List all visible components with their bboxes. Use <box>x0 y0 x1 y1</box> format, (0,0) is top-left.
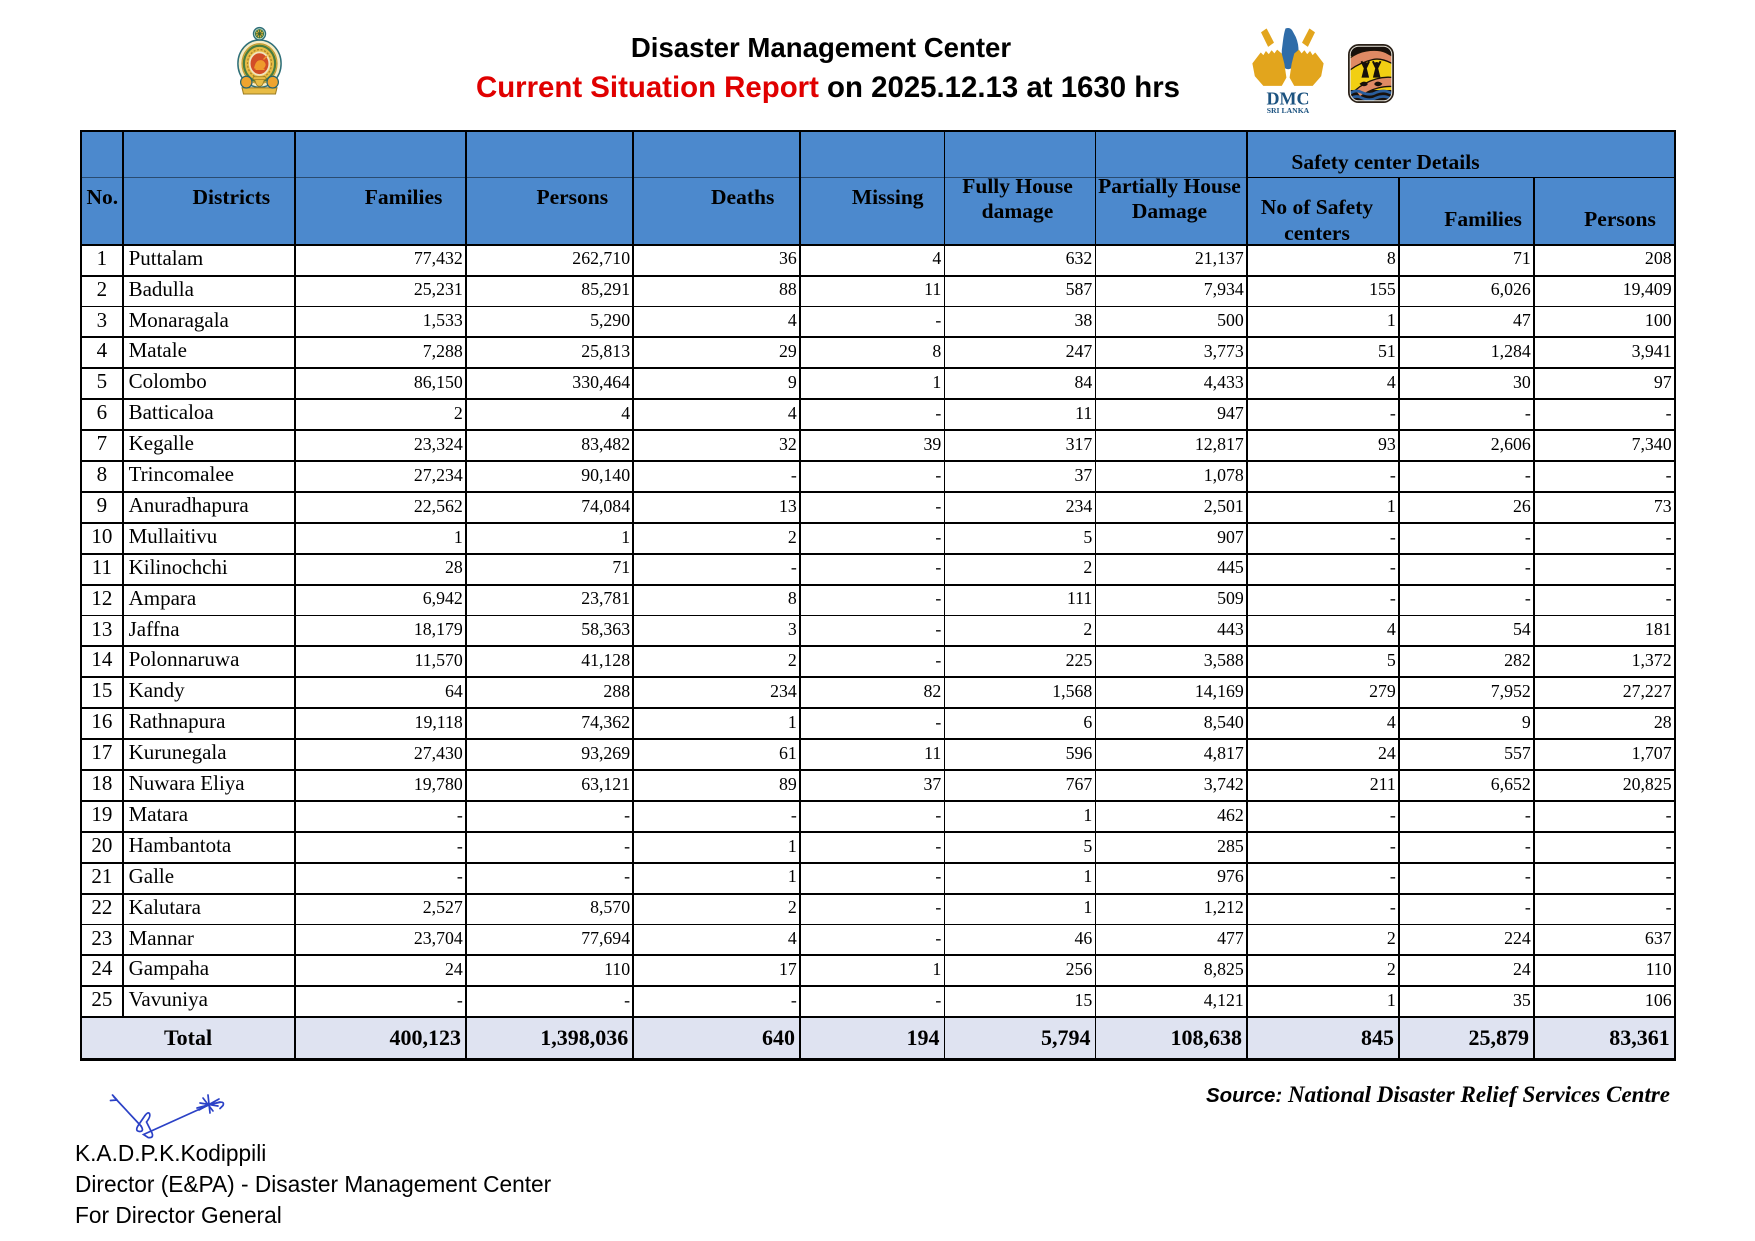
svg-text:SRI LANKA: SRI LANKA <box>1267 106 1310 115</box>
svg-text:DMC: DMC <box>1267 89 1310 109</box>
